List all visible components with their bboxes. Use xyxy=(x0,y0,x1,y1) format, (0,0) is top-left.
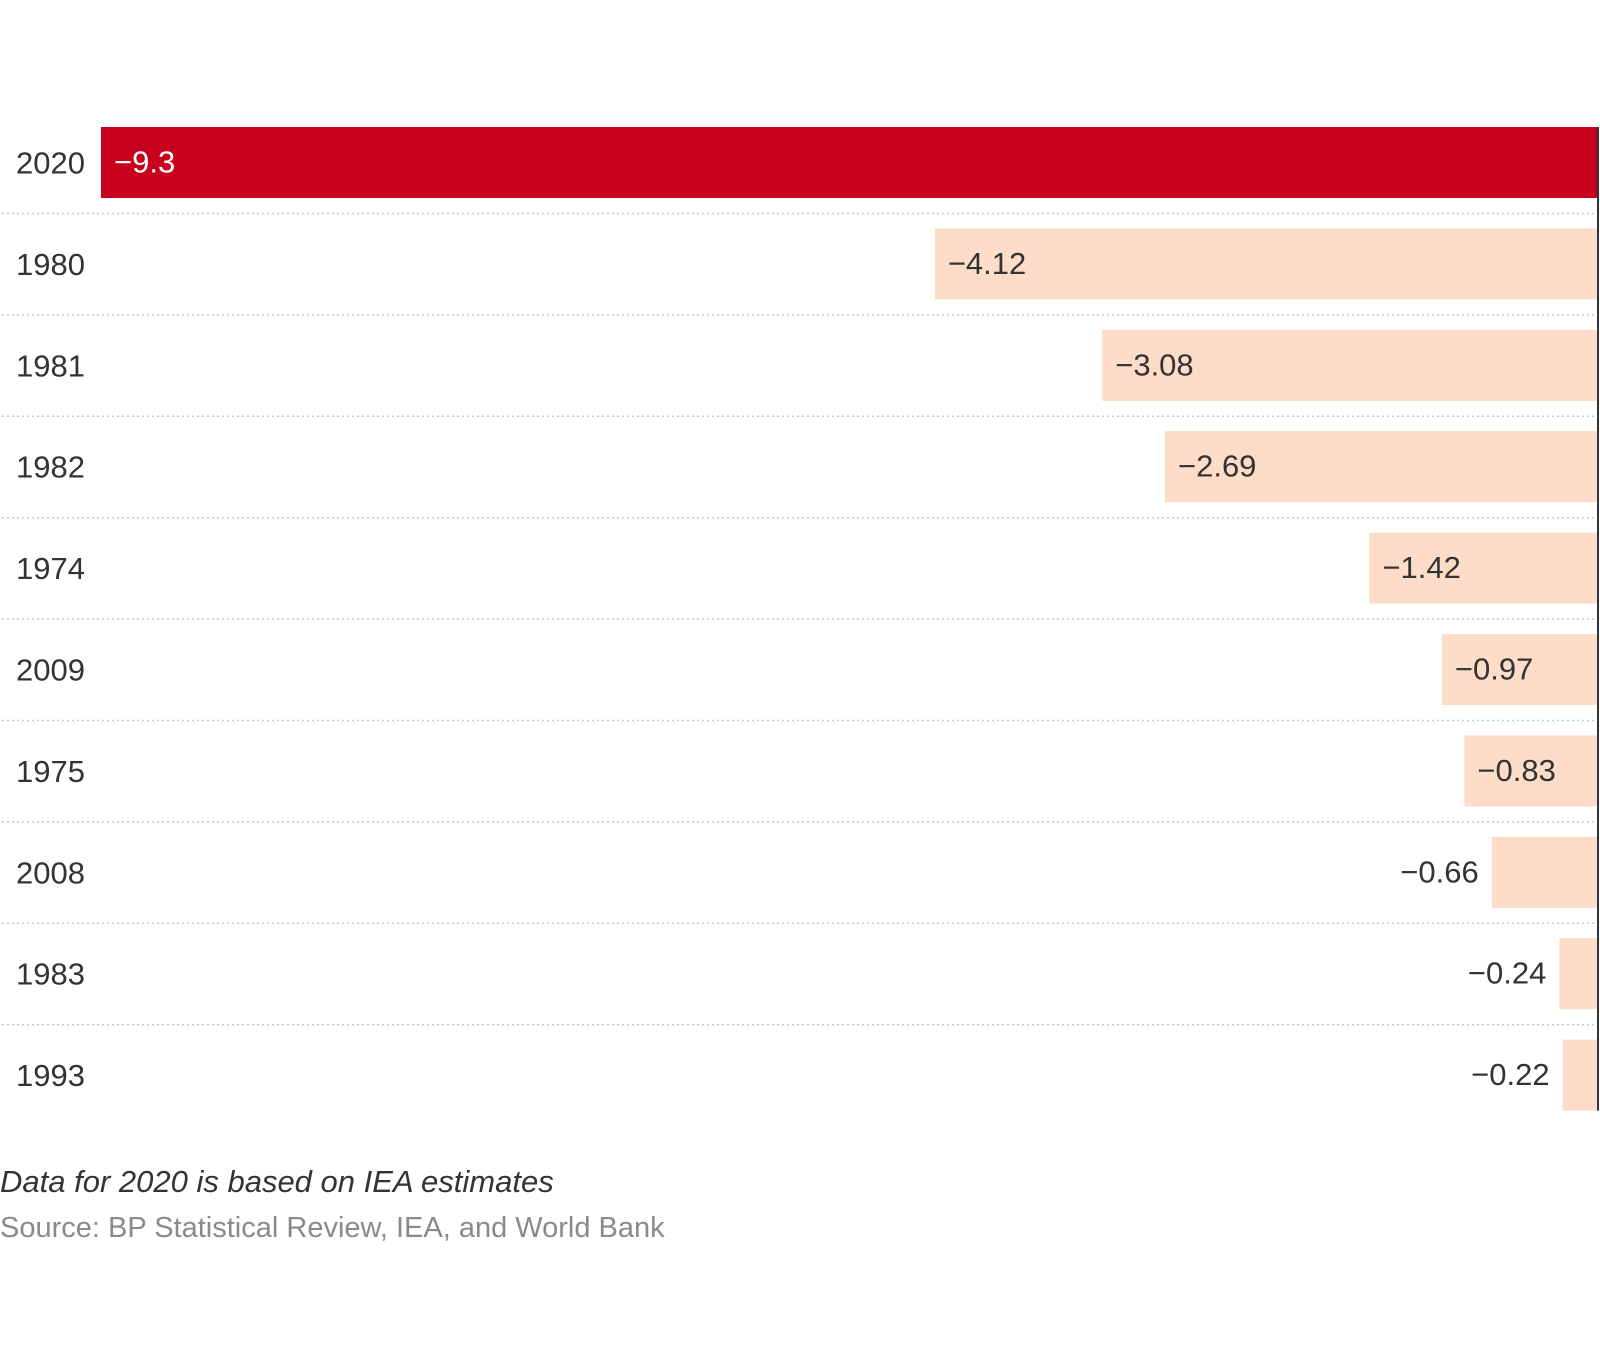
bar-1975 xyxy=(1464,735,1598,807)
category-label: 1975 xyxy=(16,754,85,789)
bar-1983 xyxy=(1559,938,1598,1010)
value-label: −0.97 xyxy=(1455,652,1533,687)
chart-note: Data for 2020 is based on IEA estimates xyxy=(0,1164,554,1199)
bar-chart: 2020 −9.3 1980 −4.12 1981 −3.08 1982 −2.69 1974 −… xyxy=(2,127,1599,1111)
category-label: 1981 xyxy=(16,348,85,383)
category-label: 1980 xyxy=(16,247,85,282)
chart-source: Source: BP Statistical Review, IEA, and … xyxy=(0,1212,665,1244)
bar-1982 xyxy=(1164,431,1598,503)
category-label: 1983 xyxy=(16,957,85,992)
bar-2009 xyxy=(1441,634,1598,705)
bar-2008 xyxy=(1491,836,1598,908)
category-label: 2008 xyxy=(16,855,85,890)
bar-1993 xyxy=(1562,1039,1598,1111)
value-label: −1.42 xyxy=(1382,550,1460,585)
bar-1974 xyxy=(1369,532,1598,604)
value-label: −9.3 xyxy=(114,145,175,180)
bar-1981 xyxy=(1102,329,1598,401)
value-label: −0.24 xyxy=(1468,956,1546,991)
value-label: −0.66 xyxy=(1400,854,1478,889)
bar-2020 xyxy=(101,127,1598,198)
category-label: 2009 xyxy=(16,653,85,688)
value-label: −0.22 xyxy=(1471,1057,1549,1092)
category-label: 1993 xyxy=(16,1058,85,1093)
bar-1980 xyxy=(934,228,1598,300)
category-label: 1982 xyxy=(16,450,85,485)
category-label: 1974 xyxy=(16,551,85,586)
value-label: −0.83 xyxy=(1477,753,1555,788)
value-label: −4.12 xyxy=(948,246,1026,281)
category-label: 2020 xyxy=(16,146,85,181)
value-label: −3.08 xyxy=(1115,347,1193,382)
value-label: −2.69 xyxy=(1178,449,1256,484)
